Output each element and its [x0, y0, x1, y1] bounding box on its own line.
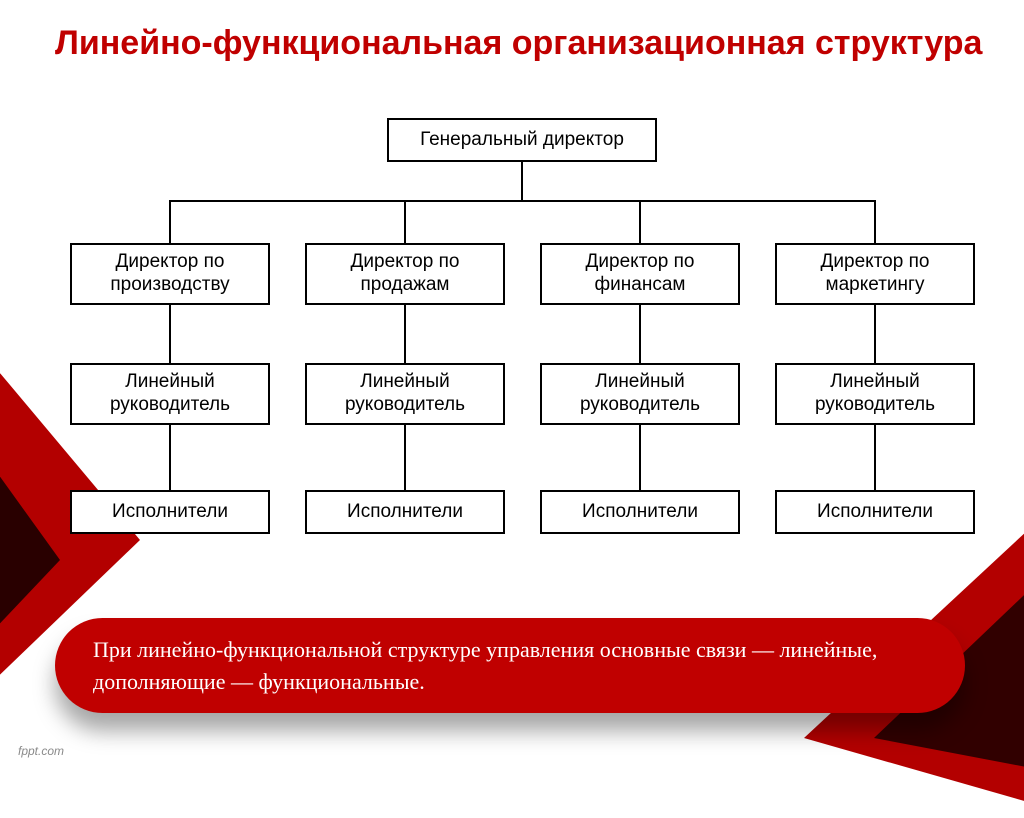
node-e1: Исполнители — [70, 490, 270, 534]
node-l1: Линейный руководитель — [70, 363, 270, 425]
connector — [169, 200, 171, 243]
connector — [874, 425, 876, 490]
connector — [169, 200, 876, 202]
connector — [874, 305, 876, 363]
connector — [639, 200, 641, 243]
connector — [639, 305, 641, 363]
node-d1: Директор по производству — [70, 243, 270, 305]
connector — [404, 425, 406, 490]
node-l4: Линейный руководитель — [775, 363, 975, 425]
page-title: Линейно-функциональная организационная с… — [55, 22, 982, 65]
caption-text: При линейно-функциональной структуре упр… — [93, 634, 927, 698]
node-l3: Линейный руководитель — [540, 363, 740, 425]
node-e4: Исполнители — [775, 490, 975, 534]
node-d2: Директор по продажам — [305, 243, 505, 305]
footer-credit: fppt.com — [18, 744, 64, 758]
node-l2: Линейный руководитель — [305, 363, 505, 425]
caption-box: При линейно-функциональной структуре упр… — [55, 618, 965, 713]
connector — [404, 305, 406, 363]
node-d3: Директор по финансам — [540, 243, 740, 305]
connector — [639, 425, 641, 490]
connector — [169, 425, 171, 490]
node-e3: Исполнители — [540, 490, 740, 534]
node-root: Генеральный директор — [387, 118, 657, 162]
connector — [521, 162, 523, 200]
connector — [404, 200, 406, 243]
org-chart: Генеральный директор Директор по производ… — [70, 118, 975, 548]
connector — [874, 200, 876, 243]
node-e2: Исполнители — [305, 490, 505, 534]
node-d4: Директор по маркетингу — [775, 243, 975, 305]
connector — [169, 305, 171, 363]
